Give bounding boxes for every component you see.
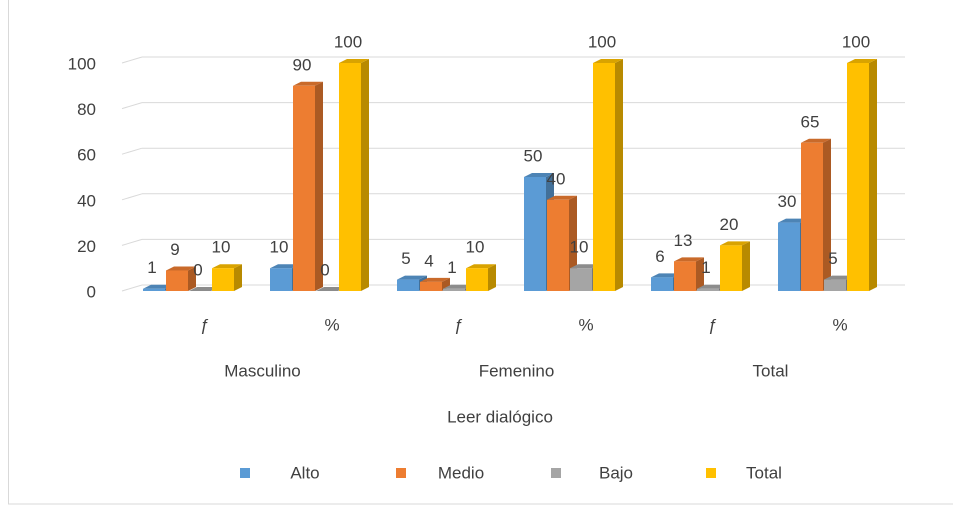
x-axis-title: Leer dialógico (447, 407, 553, 426)
data-label: 20 (720, 215, 739, 234)
data-label: 100 (588, 32, 616, 51)
bar (420, 282, 442, 291)
bar (697, 289, 719, 291)
legend-swatch (240, 468, 250, 478)
bar-side (361, 59, 369, 291)
legend-swatch (396, 468, 406, 478)
legend-swatch (706, 468, 716, 478)
bar (397, 280, 419, 291)
bar-side (869, 59, 877, 291)
group-label: Femenino (479, 361, 555, 380)
data-label: 5 (401, 249, 410, 268)
bar (143, 289, 165, 291)
data-label: 10 (270, 238, 289, 257)
bar (593, 63, 615, 291)
bar (270, 268, 292, 291)
bar (547, 200, 569, 291)
bar-side (615, 59, 623, 291)
bar-side (488, 264, 496, 291)
grid-line-side (122, 103, 142, 109)
y-tick-label: 40 (77, 191, 96, 210)
x-tick-label: % (324, 315, 339, 334)
grid-line-side (122, 194, 142, 200)
legend-label: Alto (290, 463, 319, 482)
bar (720, 245, 742, 291)
data-label: 100 (334, 32, 362, 51)
bar (651, 277, 673, 291)
data-label: 5 (828, 249, 837, 268)
bar-side (234, 264, 242, 291)
data-label: 50 (524, 146, 543, 165)
legend-label: Bajo (599, 463, 633, 482)
data-label: 0 (193, 260, 202, 279)
grid-line-side (122, 239, 142, 245)
bar (443, 289, 465, 291)
data-label: 9 (170, 240, 179, 259)
legend-swatch (551, 468, 561, 478)
bar (847, 63, 869, 291)
data-label: 1 (447, 258, 456, 277)
bar-side (823, 139, 831, 291)
bar (466, 268, 488, 291)
data-label: 40 (547, 169, 566, 188)
bar-side (742, 241, 750, 291)
legend-label: Medio (438, 463, 484, 482)
data-label: 6 (655, 247, 664, 266)
bar (524, 177, 546, 291)
data-label: 90 (293, 55, 312, 74)
bar (293, 86, 315, 291)
x-tick-label: % (578, 315, 593, 334)
y-tick-label: 100 (68, 54, 96, 73)
grid-line-side (122, 57, 142, 63)
data-label: 1 (701, 258, 710, 277)
y-tick-label: 20 (77, 237, 96, 256)
x-tick-label: ƒ (200, 315, 209, 334)
data-label: 10 (466, 238, 485, 257)
group-label: Total (753, 361, 789, 380)
bar (801, 143, 823, 291)
bar (212, 268, 234, 291)
bar (570, 268, 592, 291)
data-label: 4 (424, 251, 433, 270)
y-tick-label: 0 (87, 282, 96, 301)
y-tick-label: 60 (77, 146, 96, 165)
grid-line-side (122, 148, 142, 154)
data-label: 30 (778, 192, 797, 211)
data-label: 0 (320, 260, 329, 279)
legend-label: Total (746, 463, 782, 482)
y-tick-label: 80 (77, 100, 96, 119)
data-label: 1 (147, 258, 156, 277)
x-tick-label: % (832, 315, 847, 334)
x-tick-label: ƒ (454, 315, 463, 334)
grid-line-side (122, 285, 142, 291)
data-label: 13 (674, 231, 693, 250)
data-label: 10 (570, 238, 589, 257)
bar (166, 270, 188, 291)
data-label: 10 (212, 238, 231, 257)
group-label: Masculino (224, 361, 301, 380)
data-label: 100 (842, 32, 870, 51)
data-label: 65 (801, 112, 820, 131)
bar (824, 280, 846, 291)
bar (339, 63, 361, 291)
bar (778, 223, 800, 291)
x-tick-label: ƒ (708, 315, 717, 334)
bar (674, 261, 696, 291)
